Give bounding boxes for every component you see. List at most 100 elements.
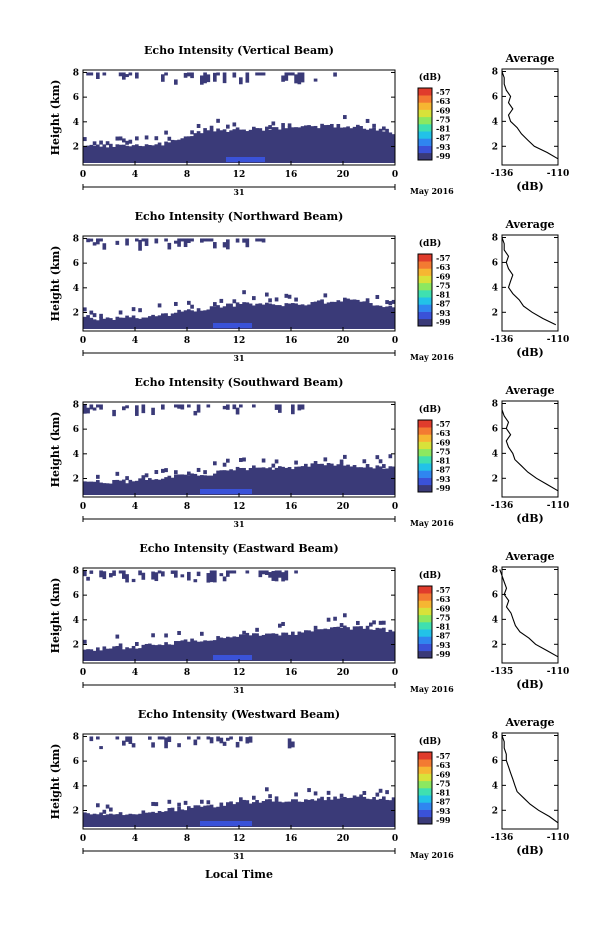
layer-column [258, 802, 263, 827]
echo-speck [359, 794, 363, 799]
x-tick-label: 4 [132, 336, 138, 346]
layer-column [307, 799, 311, 827]
layer-column [92, 319, 97, 329]
layer-column [268, 467, 272, 495]
layer-column [333, 127, 337, 163]
average-y-tick-label: 4 [492, 615, 498, 625]
heatmap-cells [83, 736, 396, 827]
layer-column [141, 146, 146, 163]
layer-column [109, 648, 113, 661]
layer-column [187, 806, 191, 827]
upper-cloud-cell [209, 737, 214, 744]
layer-column [144, 317, 149, 329]
layer-column [362, 467, 367, 495]
layer-column [245, 131, 250, 163]
echo-speck [135, 136, 139, 141]
echo-speck [177, 630, 181, 635]
echo-speck [391, 299, 396, 304]
y-tick-label: 8 [73, 68, 79, 78]
layer-column [170, 477, 175, 495]
upper-cloud-cell [125, 74, 129, 78]
layer-column [362, 628, 367, 661]
echo-speck [154, 470, 159, 475]
upper-cloud-cell [287, 738, 292, 749]
layer-column [115, 814, 120, 827]
echo-speck [252, 795, 256, 800]
layer-column [122, 479, 126, 495]
panel-3: Echo Intensity (Southward Beam) 2 4 6 8 Heigh… [49, 376, 569, 529]
layer-column [274, 800, 279, 827]
y-tick-label: 6 [73, 259, 79, 269]
colorbar-frame [417, 751, 433, 825]
blue-patch [213, 655, 252, 660]
echo-speck [261, 458, 266, 463]
average-profile-line [501, 403, 559, 492]
panel-title: Echo Intensity (Northward Beam) [135, 210, 344, 223]
layer-column [135, 648, 139, 661]
colorbar-tick-label: -63 [436, 96, 451, 106]
echo-speck [144, 135, 149, 140]
echo-speck [255, 627, 259, 632]
echo-speck [144, 473, 149, 478]
layer-column [131, 645, 136, 661]
y-axis-label: Height (km) [49, 412, 62, 488]
layer-column [157, 644, 162, 661]
y-tick-label: 8 [73, 566, 79, 576]
upper-cloud-cell [193, 410, 198, 416]
colorbar-tick-label: -57 [436, 585, 450, 595]
layer-column [242, 302, 246, 329]
colorbar-tick-label: -69 [436, 603, 451, 613]
layer-column [375, 627, 380, 661]
colorbar-swatch [418, 95, 432, 103]
upper-cloud-cell [154, 238, 159, 244]
layer-column [112, 646, 116, 661]
layer-column [346, 798, 350, 827]
upper-cloud-cell [131, 743, 136, 748]
layer-column [154, 316, 159, 329]
echo-speck [320, 299, 324, 304]
layer-column [99, 812, 103, 827]
layer-column [281, 466, 285, 495]
colorbar-unit: (dB) [419, 404, 441, 415]
echo-speck [287, 294, 292, 299]
layer-column [362, 796, 367, 827]
layer-column [278, 635, 282, 661]
layer-column [248, 468, 253, 495]
layer-column [365, 129, 370, 163]
colorbar-swatch [418, 434, 432, 442]
average-x-tick-label: -136 [491, 169, 514, 179]
layer-column [385, 799, 389, 827]
layer-column [209, 306, 214, 329]
upper-cloud-cell [109, 573, 113, 578]
upper-cloud-cell [183, 72, 188, 78]
upper-cloud-cell [187, 238, 191, 244]
upper-cloud-cell [144, 238, 149, 246]
layer-column [190, 638, 194, 661]
echo-speck [362, 790, 367, 795]
echo-speck [307, 788, 311, 793]
x-tick-label: 0 [80, 170, 86, 180]
upper-cloud-cell [235, 741, 240, 748]
layer-column [317, 463, 321, 495]
upper-cloud-cell [216, 736, 220, 742]
echo-speck [339, 793, 344, 798]
layer-column [219, 470, 224, 495]
upper-cloud-cell [222, 741, 227, 746]
layer-column [265, 126, 269, 163]
layer-column [356, 626, 360, 661]
echo-speck [128, 479, 133, 484]
layer-column [372, 468, 376, 495]
upper-cloud-cell [83, 404, 87, 414]
echo-speck [252, 296, 256, 301]
colorbar-swatch [418, 484, 432, 493]
average-x-tick-label: -135 [491, 667, 514, 677]
layer-column [196, 475, 201, 495]
upper-cloud-cell [242, 238, 246, 243]
upper-cloud-cell [118, 72, 123, 77]
layer-column [109, 318, 113, 329]
layer-column [122, 144, 126, 163]
upper-cloud-cell [125, 405, 129, 409]
layer-column [326, 302, 331, 329]
colorbar-swatch [418, 290, 432, 298]
layer-column [372, 797, 376, 827]
